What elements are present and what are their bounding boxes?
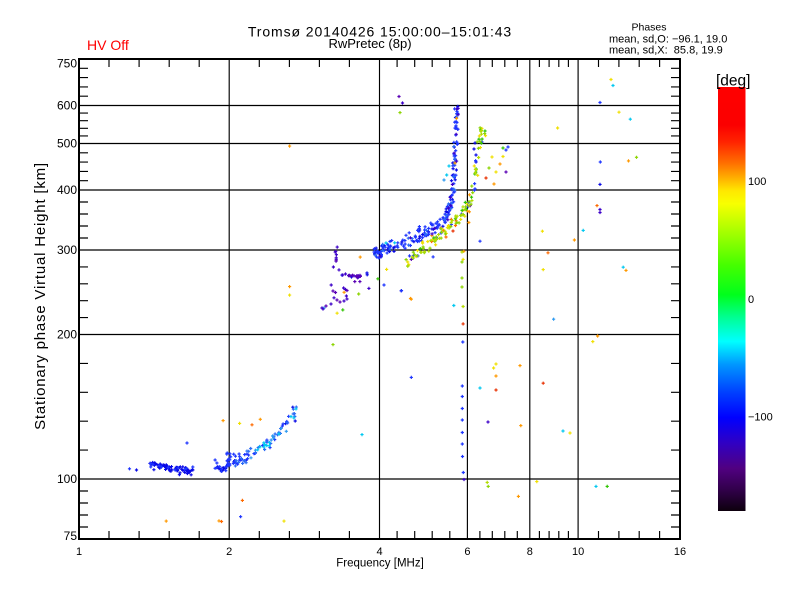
svg-text:−100: −100 bbox=[748, 412, 773, 424]
svg-text:mean, sd,X: 85.8, 19.9: mean, sd,X: 85.8, 19.9 bbox=[609, 45, 723, 57]
svg-text:2: 2 bbox=[226, 546, 232, 558]
svg-text:16: 16 bbox=[674, 546, 686, 558]
svg-text:600: 600 bbox=[57, 99, 77, 113]
svg-text:6: 6 bbox=[464, 546, 470, 558]
svg-text:0: 0 bbox=[748, 294, 754, 306]
svg-text:8: 8 bbox=[527, 546, 533, 558]
svg-text:400: 400 bbox=[57, 183, 77, 197]
svg-text:4: 4 bbox=[376, 546, 382, 558]
svg-text:HV Off: HV Off bbox=[87, 37, 129, 53]
svg-text:100: 100 bbox=[57, 472, 77, 486]
svg-text:100: 100 bbox=[748, 176, 766, 188]
svg-text:[deg]: [deg] bbox=[716, 73, 750, 90]
svg-text:10: 10 bbox=[572, 546, 584, 558]
svg-text:500: 500 bbox=[57, 137, 77, 151]
svg-text:75: 75 bbox=[64, 529, 78, 543]
svg-text:750: 750 bbox=[57, 57, 77, 71]
svg-text:1: 1 bbox=[76, 546, 82, 558]
svg-text:Stationary phase Virtual Heigh: Stationary phase Virtual Height [km] bbox=[32, 162, 49, 430]
svg-text:Tromsø 20140426 15:00:00–15:01: Tromsø 20140426 15:00:00–15:01:43 bbox=[248, 24, 512, 40]
svg-text:Frequency [MHz]: Frequency [MHz] bbox=[336, 558, 424, 570]
svg-text:mean, sd,O: −96.1, 19.0: mean, sd,O: −96.1, 19.0 bbox=[609, 34, 727, 46]
svg-text:Phases: Phases bbox=[631, 22, 666, 34]
svg-text:200: 200 bbox=[57, 328, 77, 342]
svg-text:300: 300 bbox=[57, 243, 77, 257]
svg-text:RwPretec (8p): RwPretec (8p) bbox=[328, 36, 411, 51]
